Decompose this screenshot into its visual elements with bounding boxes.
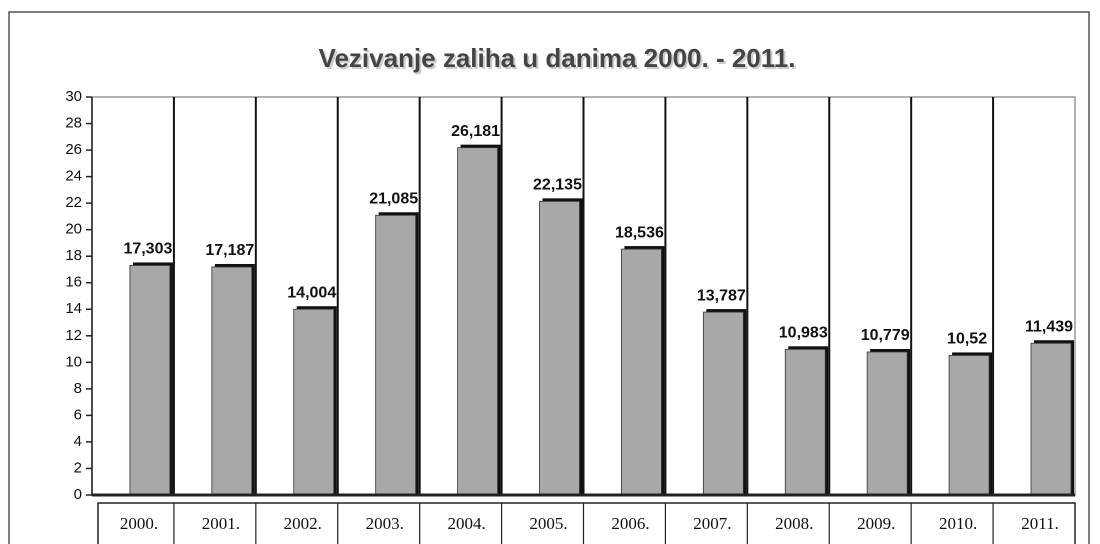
x-tick-label: 2008.	[775, 514, 813, 533]
value-label: 18,536	[615, 224, 664, 241]
value-label: 10,779	[861, 327, 910, 344]
bar	[457, 147, 498, 496]
bar	[129, 265, 171, 496]
category-box	[97, 502, 1076, 544]
y-tick-label: 8	[74, 380, 82, 397]
x-tick-label: 2007.	[693, 514, 731, 533]
x-tick-label: 2005.	[529, 514, 567, 533]
y-tick-label: 30	[65, 88, 82, 105]
bar	[211, 266, 253, 496]
y-tick-label: 14	[65, 300, 82, 317]
bar	[375, 214, 417, 496]
y-tick-label: 24	[65, 168, 82, 185]
frame	[8, 11, 1090, 544]
bar	[1030, 342, 1072, 496]
x-tick-label: 2011.	[1021, 514, 1059, 533]
y-tick-label: 2	[74, 459, 82, 476]
value-label: 11,439	[1025, 318, 1073, 335]
x-tick-label: 2000.	[120, 514, 158, 533]
x-tick-label: 2002.	[284, 514, 322, 533]
y-tick-label: 16	[65, 274, 82, 291]
value-label: 22,135	[533, 177, 582, 194]
bar	[784, 348, 826, 496]
y-tick-label: 28	[65, 115, 82, 132]
y-tick-label: 4	[74, 433, 82, 450]
value-label: 21,085	[369, 190, 418, 207]
y-tick-label: 10	[65, 353, 82, 370]
chart-title: Vezivanje zaliha u danima 2000. - 2011.	[319, 43, 796, 73]
x-tick-label: 2004.	[448, 514, 486, 533]
y-tick-label: 6	[74, 406, 82, 423]
x-tick-label: 2006.	[611, 514, 649, 533]
y-tick-label: 18	[65, 247, 82, 264]
value-label: 17,303	[123, 241, 172, 258]
x-tick-label: 2010.	[939, 514, 977, 533]
value-label: 10,983	[779, 325, 828, 342]
bar	[539, 200, 580, 496]
x-tick-label: 2009.	[857, 514, 895, 533]
y-tick-label: 0	[74, 486, 82, 503]
value-label: 10,52	[947, 331, 987, 348]
chart-title-shadow: Vezivanje zaliha u danima 2000. - 2011.	[321, 45, 798, 75]
y-tick-label: 20	[65, 221, 82, 238]
bar	[621, 248, 662, 496]
bar	[293, 308, 335, 496]
value-label: 17,187	[205, 242, 254, 259]
x-tick-label: 2003.	[366, 514, 404, 533]
value-label: 26,181	[451, 123, 500, 140]
bar	[702, 311, 744, 496]
bar	[948, 355, 990, 496]
y-tick-label: 22	[65, 194, 82, 211]
value-label: 14,004	[287, 284, 336, 301]
y-tick-label: 26	[65, 141, 82, 158]
x-tick-label: 2001.	[202, 514, 240, 533]
bar	[866, 351, 908, 496]
value-label: 13,787	[697, 287, 746, 304]
y-tick-label: 12	[65, 327, 82, 344]
